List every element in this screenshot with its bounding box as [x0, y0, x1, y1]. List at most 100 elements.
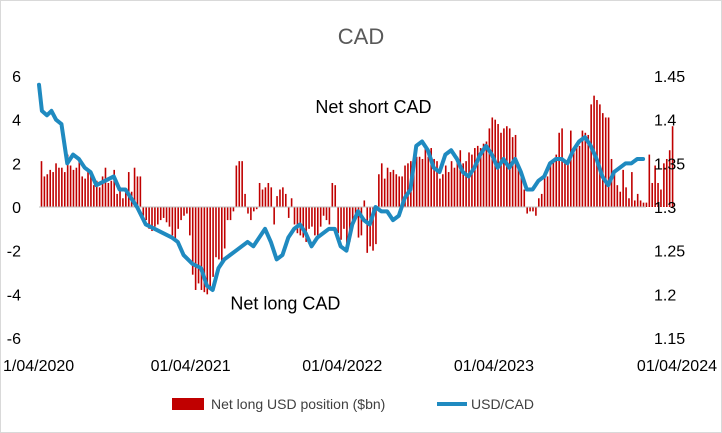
bar — [453, 167, 456, 207]
bar — [479, 148, 482, 207]
bar — [157, 207, 159, 225]
bar — [526, 207, 528, 214]
bar — [337, 207, 339, 234]
legend-label-bars: Net long USD position ($bn) — [211, 396, 385, 412]
bar — [63, 172, 66, 207]
bar — [229, 207, 232, 221]
bar — [404, 165, 406, 207]
bar — [372, 207, 374, 251]
bar — [639, 200, 642, 207]
bar — [49, 169, 52, 207]
bar — [162, 207, 165, 218]
bar — [302, 207, 305, 238]
bar — [154, 207, 156, 227]
bar — [351, 207, 354, 225]
bar — [465, 161, 467, 207]
bar — [189, 207, 191, 236]
right-axis-tick-label: 1.15 — [654, 331, 685, 348]
bar — [535, 207, 537, 216]
bar — [439, 178, 441, 207]
bar — [459, 150, 462, 207]
bar — [354, 207, 357, 214]
bar — [543, 176, 546, 207]
chart-title: CAD — [338, 24, 384, 49]
bar — [139, 176, 142, 207]
left-axis-tick-label: 0 — [12, 200, 21, 217]
bar — [476, 145, 479, 207]
bar — [101, 176, 104, 207]
bar — [369, 207, 371, 247]
bar — [523, 189, 526, 207]
bar — [633, 200, 636, 207]
bar — [319, 207, 322, 227]
bar — [290, 198, 293, 207]
bar — [95, 180, 98, 207]
bar — [395, 174, 398, 207]
bar — [412, 167, 415, 207]
bar — [66, 154, 69, 207]
annotation-net-short-cad: Net short CAD — [315, 97, 431, 117]
bar — [142, 207, 145, 216]
bar — [55, 163, 57, 207]
bar — [43, 176, 46, 207]
bar — [407, 163, 409, 207]
bar — [628, 198, 630, 207]
bar — [203, 207, 206, 293]
bar — [174, 207, 177, 240]
bar — [599, 104, 601, 207]
bar — [456, 156, 459, 207]
left-axis-tick-label: 4 — [12, 113, 21, 130]
right-axis-tick-label: 1.4 — [654, 113, 676, 130]
bar — [552, 161, 555, 207]
bar — [90, 174, 92, 207]
bar — [474, 148, 476, 207]
bar — [601, 113, 604, 207]
bar — [209, 207, 211, 288]
bar — [538, 198, 540, 207]
bar — [110, 180, 113, 207]
bar — [503, 128, 505, 207]
bar — [575, 145, 578, 207]
bar — [270, 187, 273, 207]
bar — [665, 158, 668, 207]
bar — [81, 176, 84, 207]
x-axis-ticks: 1/04/2020 01/04/2021 01/04/2022 01/04/2023 0… — [3, 358, 717, 375]
bar — [98, 187, 101, 207]
bar — [532, 207, 534, 212]
bar — [654, 165, 656, 207]
bar — [424, 145, 427, 207]
bar — [61, 167, 63, 207]
bar — [401, 176, 403, 207]
bar — [383, 178, 386, 207]
bar — [546, 176, 549, 207]
bar — [186, 207, 188, 214]
x-axis-tick-label: 1/04/2020 — [3, 358, 74, 375]
bar — [253, 207, 255, 212]
bar — [69, 165, 72, 207]
right-axis-tick-label: 1.3 — [654, 200, 676, 217]
bar — [305, 207, 307, 242]
bar — [93, 185, 95, 207]
right-axis-tick-label: 1.2 — [654, 287, 676, 304]
bar — [447, 172, 450, 207]
bar — [238, 161, 241, 207]
bar — [616, 185, 619, 207]
bar — [127, 172, 130, 207]
bar — [200, 207, 203, 290]
bar — [471, 154, 473, 207]
bar — [442, 174, 444, 207]
chart-legend: Net long USD position ($bn) USD/CAD — [172, 396, 534, 412]
bar — [191, 207, 194, 275]
bar — [287, 207, 290, 218]
bar — [119, 187, 121, 207]
bar — [558, 132, 560, 207]
bar — [567, 158, 569, 207]
bar — [133, 167, 136, 207]
line-series-usdcad — [37, 82, 646, 292]
bar — [561, 128, 563, 207]
bar — [151, 207, 153, 232]
bar — [159, 207, 162, 221]
bar — [645, 202, 648, 207]
